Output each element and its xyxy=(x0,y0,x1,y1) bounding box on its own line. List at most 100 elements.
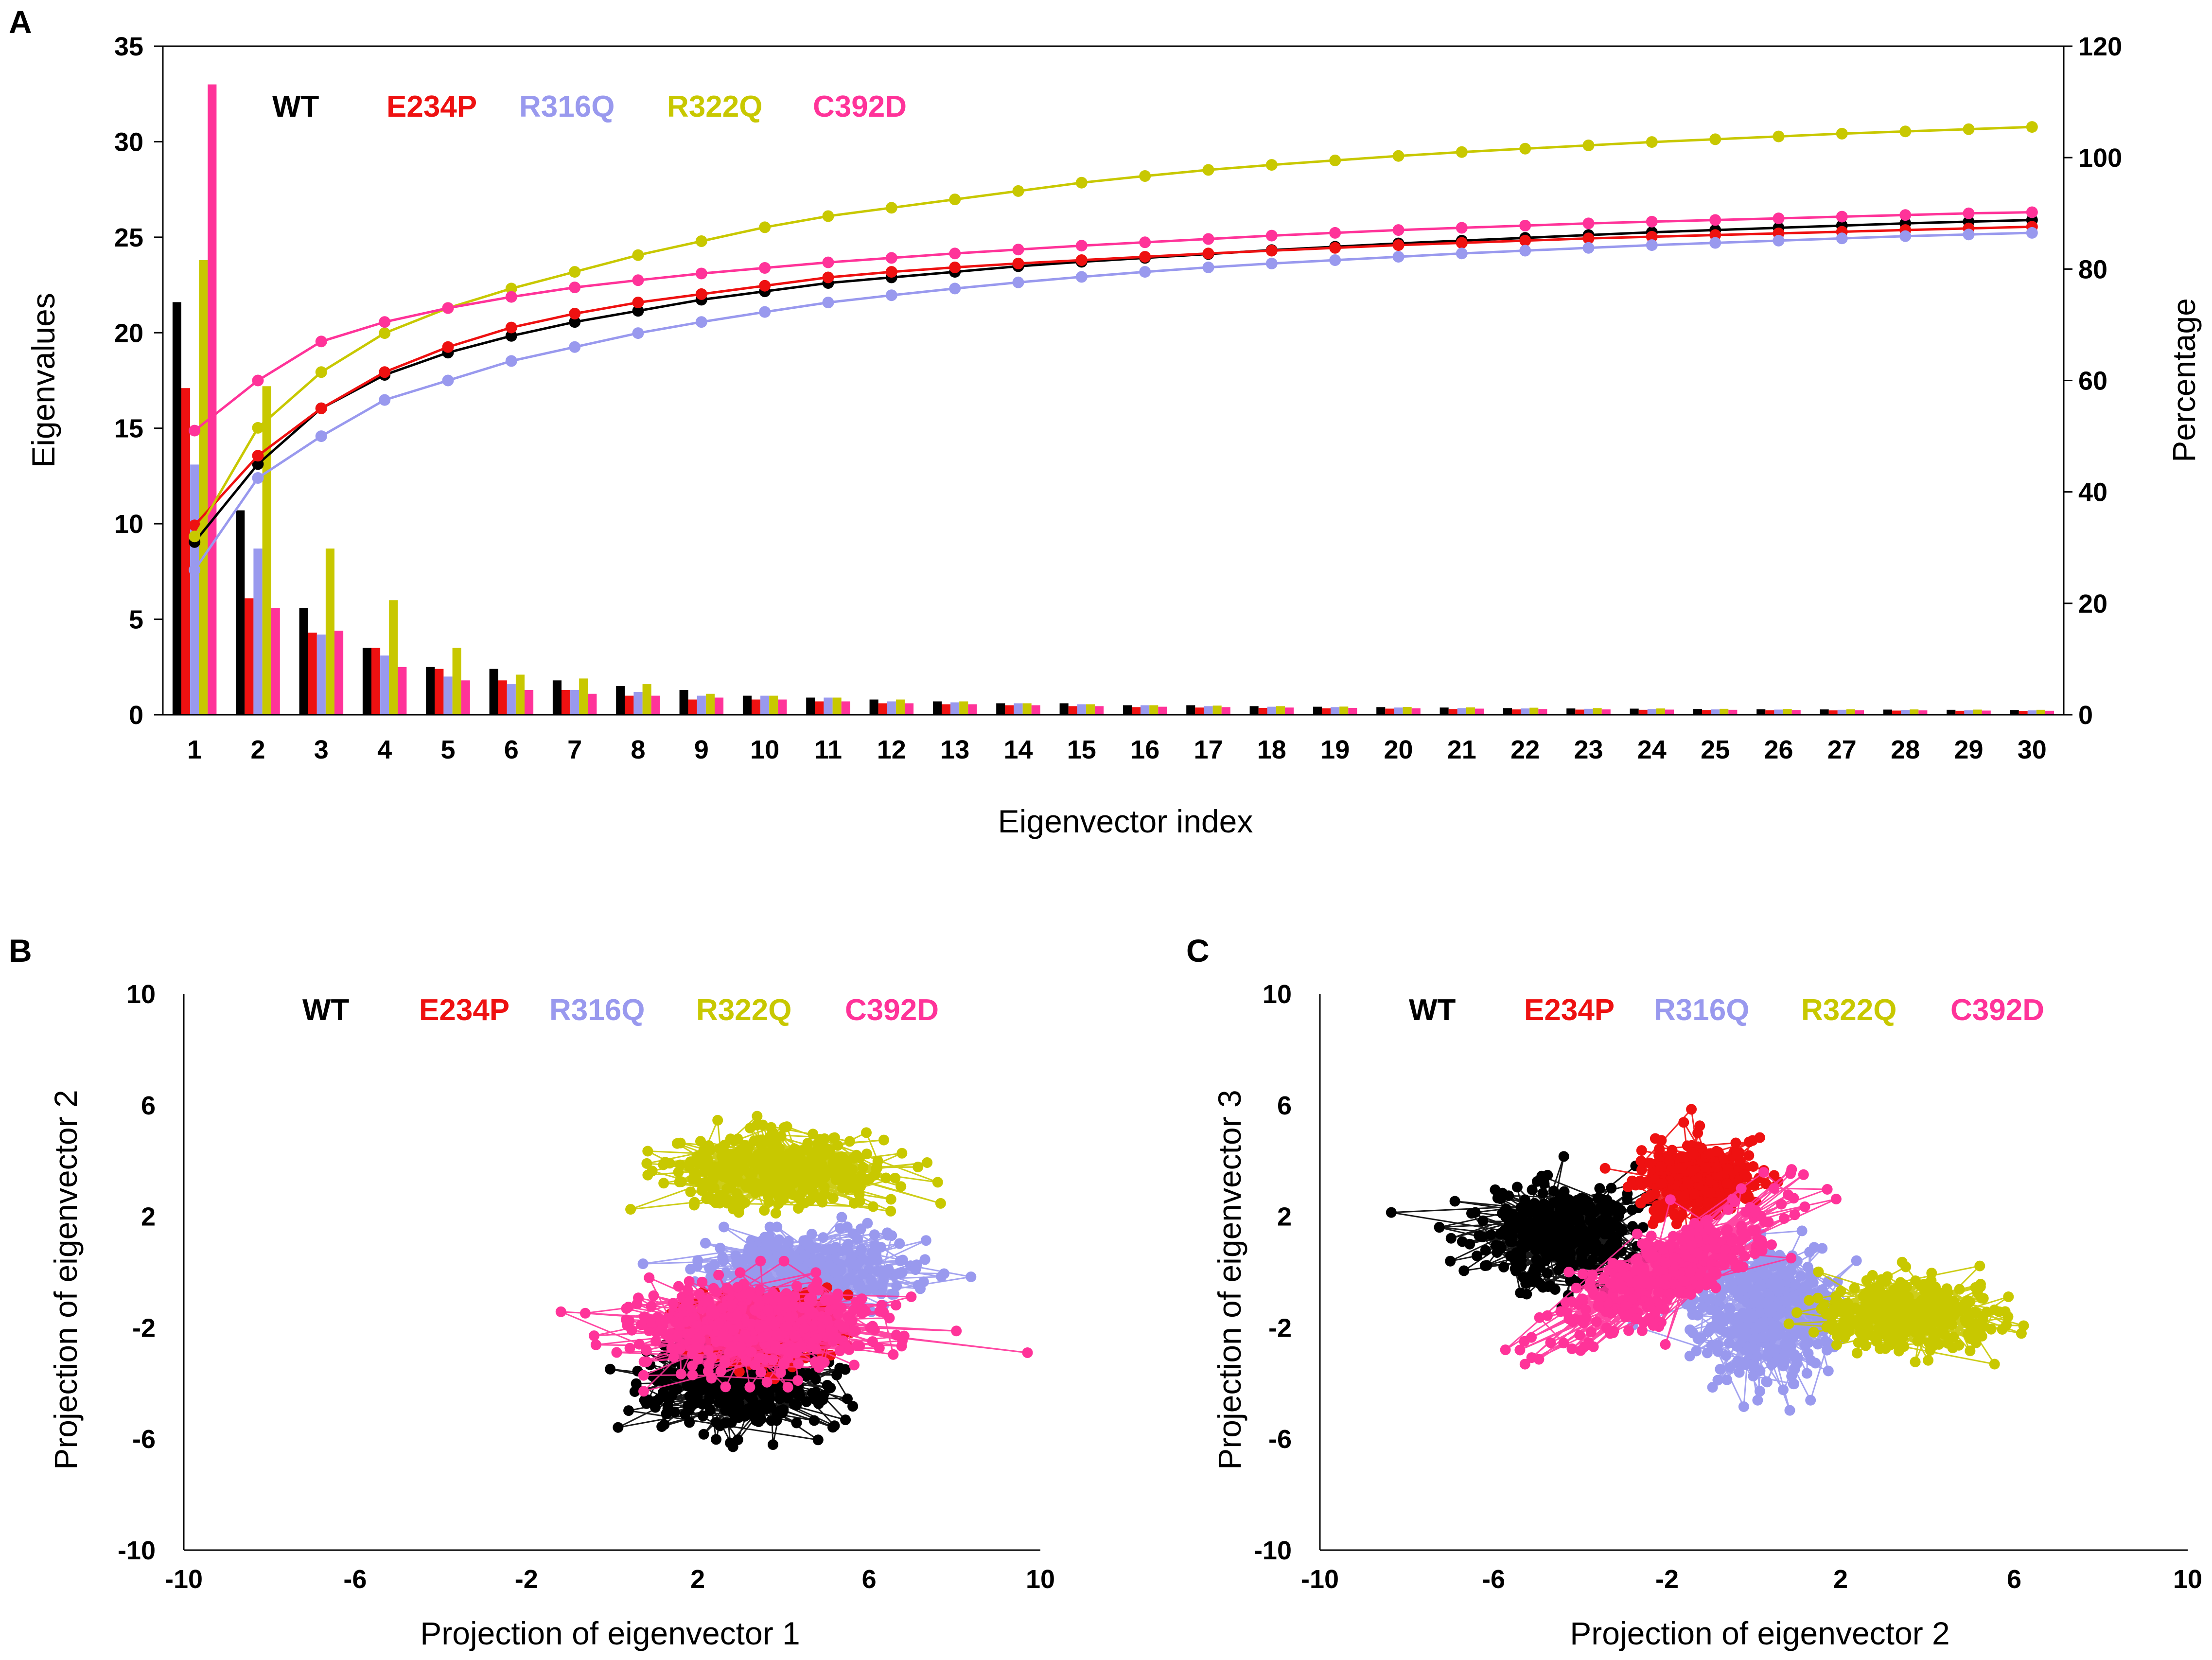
y-tick-label-6: 6 xyxy=(141,1091,156,1120)
x-tick-label--6: -6 xyxy=(1482,1565,1505,1594)
point-c392d-170 xyxy=(1579,1341,1590,1352)
point-wt-389 xyxy=(1615,1224,1626,1235)
cumulative-point-e234p-18 xyxy=(1265,245,1278,257)
point-c392d-251 xyxy=(634,1339,645,1350)
cumulative-point-c392d-4 xyxy=(379,316,391,328)
point-wt-306 xyxy=(1516,1261,1527,1272)
point-c392d-411 xyxy=(648,1290,659,1301)
point-wt-341 xyxy=(1601,1212,1612,1223)
bar-c392d-30 xyxy=(2045,710,2054,715)
point-r322q-417 xyxy=(1893,1324,1903,1335)
point-wt-263 xyxy=(688,1382,700,1394)
point-r322q-406 xyxy=(1910,1312,1921,1323)
point-c392d-368 xyxy=(1718,1252,1729,1263)
cumulative-point-r322q-27 xyxy=(1836,127,1848,140)
point-c392d-335 xyxy=(783,1312,794,1323)
point-r322q-258 xyxy=(1863,1323,1874,1334)
bar-wt-13 xyxy=(932,701,942,715)
point-r316q-345 xyxy=(759,1232,771,1243)
point-r316q-362 xyxy=(1752,1395,1763,1406)
y-tick-label-2: 2 xyxy=(141,1202,156,1232)
cumulative-point-r322q-28 xyxy=(1899,125,1912,138)
point-c392d-381 xyxy=(1660,1257,1671,1269)
bar-r322q-26 xyxy=(1783,709,1792,715)
point-c392d-297 xyxy=(810,1267,822,1278)
point-wt-399 xyxy=(1499,1225,1510,1236)
bar-e234p-10 xyxy=(752,699,761,715)
point-r316q-115 xyxy=(1712,1375,1723,1386)
point-r316q-159 xyxy=(836,1212,847,1223)
cumulative-point-r322q-24 xyxy=(1646,136,1658,148)
point-r316q-409 xyxy=(1743,1272,1754,1284)
point-r322q-409 xyxy=(741,1182,752,1192)
point-c392d-331 xyxy=(641,1356,652,1367)
cumulative-point-r316q-2 xyxy=(252,472,264,484)
bar-r316q-16 xyxy=(1141,705,1150,715)
point-r322q-218 xyxy=(712,1114,723,1126)
point-r322q-107 xyxy=(759,1205,770,1216)
point-c392d-399 xyxy=(1627,1293,1638,1305)
point-wt-156 xyxy=(768,1439,778,1450)
point-wt-304 xyxy=(663,1395,674,1406)
point-r322q-291 xyxy=(642,1169,653,1181)
point-r316q-273 xyxy=(1820,1336,1831,1347)
point-wt-83 xyxy=(1592,1193,1603,1204)
panel-b-label: B xyxy=(9,933,32,969)
y-tick-label-6: 6 xyxy=(1277,1091,1292,1120)
point-r322q-408 xyxy=(771,1171,782,1182)
point-wt-364 xyxy=(733,1405,744,1416)
panel-a-cumulative-lines xyxy=(189,121,2038,576)
point-r316q-203 xyxy=(1796,1225,1808,1236)
point-e234p-254 xyxy=(1599,1163,1611,1174)
y-right-tick-label-80: 80 xyxy=(2078,255,2107,284)
point-r316q-19 xyxy=(719,1221,729,1233)
point-c392d-402 xyxy=(804,1293,815,1305)
cumulative-point-c392d-17 xyxy=(1202,233,1214,245)
point-r316q-369 xyxy=(1790,1352,1801,1363)
point-c392d-210 xyxy=(793,1358,804,1369)
legend-e234p: E234P xyxy=(419,993,509,1027)
point-c392d-116 xyxy=(673,1281,684,1292)
cumulative-point-r322q-6 xyxy=(505,283,517,295)
point-wt-363 xyxy=(1622,1194,1633,1205)
point-r316q-292 xyxy=(1702,1347,1713,1359)
point-wt-229 xyxy=(1521,1289,1532,1300)
point-r322q-392 xyxy=(854,1196,865,1207)
point-wt-235 xyxy=(1615,1205,1626,1216)
point-wt-268 xyxy=(1582,1259,1593,1270)
point-c392d-416 xyxy=(711,1336,721,1347)
point-r322q-284 xyxy=(1898,1341,1910,1352)
point-r322q-259 xyxy=(693,1159,704,1170)
bar-wt-26 xyxy=(1756,709,1766,715)
point-c392d-353 xyxy=(1789,1209,1800,1220)
legend-r316q: R316Q xyxy=(1654,993,1749,1027)
cumulative-point-c392d-26 xyxy=(1773,212,1785,225)
cumulative-point-r316q-27 xyxy=(1836,232,1848,245)
point-c392d-247 xyxy=(1571,1283,1582,1294)
point-e234p-408 xyxy=(1705,1187,1716,1199)
bar-e234p-23 xyxy=(1575,709,1584,715)
point-e234p-350 xyxy=(1644,1157,1655,1168)
bar-r322q-8 xyxy=(642,684,651,715)
point-c392d-159 xyxy=(761,1377,772,1388)
point-r322q-380 xyxy=(1936,1291,1948,1303)
point-r322q-381 xyxy=(1910,1357,1921,1367)
y-tick-label-15: 15 xyxy=(114,414,143,443)
point-c392d-399 xyxy=(732,1282,743,1293)
point-wt-374 xyxy=(1477,1215,1489,1226)
point-wt-343 xyxy=(1558,1151,1569,1162)
cumulative-point-c392d-23 xyxy=(1582,217,1595,230)
point-r316q-262 xyxy=(1695,1332,1706,1343)
point-r316q-417 xyxy=(1703,1326,1714,1338)
point-r316q-400 xyxy=(1788,1290,1799,1302)
cumulative-point-r316q-3 xyxy=(315,430,327,442)
point-wt-414 xyxy=(1534,1261,1545,1272)
point-r316q-151 xyxy=(1801,1368,1812,1379)
point-r316q-292 xyxy=(889,1289,900,1300)
point-c392d-278 xyxy=(1587,1285,1598,1296)
point-r316q-372 xyxy=(1781,1297,1792,1308)
point-c392d-407 xyxy=(1641,1249,1652,1259)
point-c392d-404 xyxy=(732,1310,743,1321)
point-r322q-23 xyxy=(1804,1295,1815,1306)
point-r322q-370 xyxy=(1833,1297,1844,1308)
